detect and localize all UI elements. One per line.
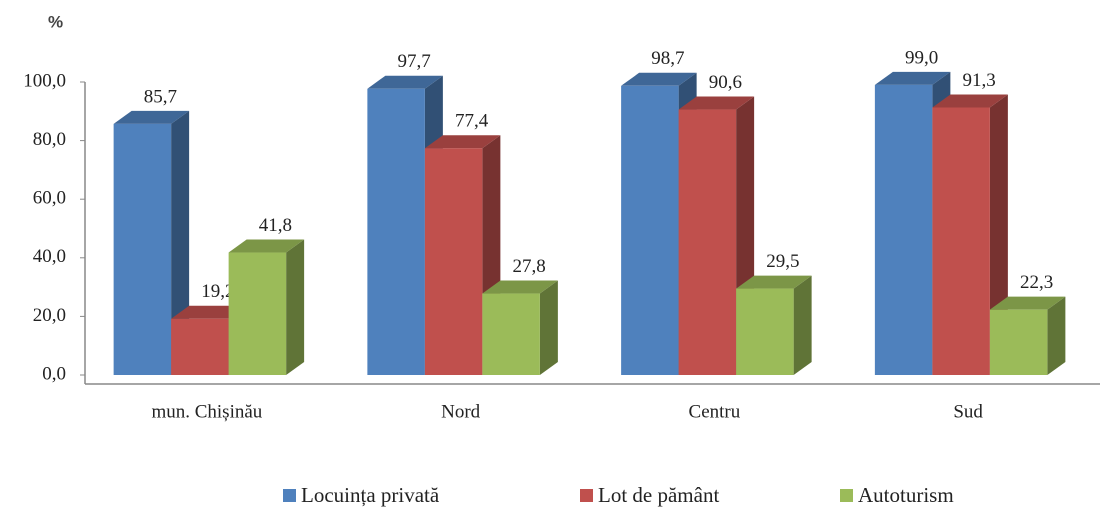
value-label: 27,8 — [513, 256, 546, 277]
legend-label: Locuința privată — [301, 483, 440, 507]
value-label: 85,7 — [144, 86, 177, 107]
bar-top — [932, 94, 1008, 108]
bar-side — [171, 110, 190, 376]
bar-top — [367, 75, 443, 89]
bar — [367, 88, 425, 375]
bar — [932, 107, 990, 375]
y-tick-label: 100,0 — [23, 70, 66, 91]
y-tick-label: 20,0 — [33, 305, 66, 326]
bar-top — [171, 305, 247, 319]
bar — [989, 309, 1048, 375]
bar — [678, 109, 737, 376]
bar-top — [736, 275, 812, 289]
y-tick-label: 80,0 — [33, 129, 66, 150]
value-label: 29,5 — [766, 251, 799, 272]
bar-top — [228, 239, 305, 253]
y-tick-label: 40,0 — [33, 246, 66, 267]
bar — [228, 252, 287, 375]
value-label: 97,7 — [398, 51, 431, 72]
y-axis-label: % — [48, 12, 63, 31]
bar — [736, 288, 794, 375]
y-tick-label: 0,0 — [42, 363, 66, 384]
value-label: 98,7 — [651, 48, 684, 69]
bar-top — [989, 296, 1066, 310]
bar — [424, 148, 483, 375]
value-label: 99,0 — [905, 47, 938, 68]
bar-side — [539, 280, 558, 375]
bar-side — [793, 275, 812, 375]
bar-top — [424, 135, 501, 149]
x-tick-label: Sud — [953, 401, 983, 422]
bar — [482, 293, 540, 375]
bar-side — [1047, 296, 1066, 375]
value-label: 90,6 — [709, 72, 742, 93]
bar — [113, 123, 172, 375]
x-tick-label: Centru — [689, 401, 741, 422]
x-tick-label: mun. Chișinău — [151, 401, 262, 422]
bar-top — [874, 71, 951, 85]
bar-side — [286, 239, 305, 375]
y-tick-label: 60,0 — [33, 188, 66, 209]
value-label: 41,8 — [259, 215, 292, 236]
bar — [621, 85, 679, 376]
value-label: 22,3 — [1020, 272, 1053, 293]
legend-label: Lot de pământ — [598, 483, 719, 507]
value-label: 77,4 — [455, 111, 489, 132]
legend-swatch — [283, 489, 296, 502]
legend-swatch — [840, 489, 853, 502]
legend-label: Autoturism — [858, 483, 954, 507]
value-label: 19,2 — [201, 281, 234, 302]
bar — [874, 84, 933, 376]
bar-top — [482, 280, 558, 294]
bar-top — [621, 72, 697, 86]
bar-top — [113, 110, 190, 124]
bar-top — [678, 96, 755, 110]
bar — [171, 318, 229, 375]
legend-swatch — [580, 489, 593, 502]
x-tick-label: Nord — [441, 401, 481, 422]
value-label: 91,3 — [963, 70, 996, 91]
